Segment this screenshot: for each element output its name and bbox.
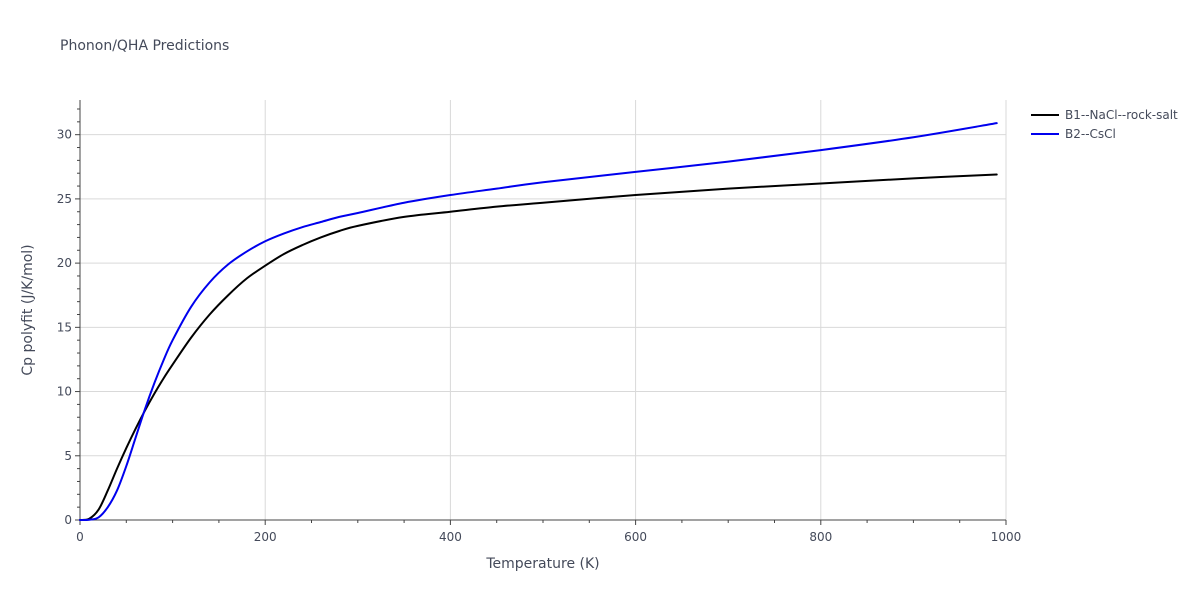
y-tick-label: 20 [57,256,72,270]
y-axis-title: Cp polyfit (J/K/mol) [20,244,36,375]
axes: 0 200 400 600 800 1000 0 5 10 15 20 25 30 [57,100,1022,544]
x-tick-label: 600 [624,530,647,544]
legend-label-2: B2--CsCl [1065,127,1116,141]
x-tick-label: 0 [76,530,84,544]
series-group [79,122,998,522]
grid [80,100,1007,520]
x-tick-label: 400 [439,530,462,544]
y-tick-label: 5 [64,449,72,463]
y-tick-label: 15 [57,320,72,334]
series-line-2 [79,122,998,522]
y-tick-label: 25 [57,192,72,206]
y-tick-label: 10 [57,385,72,399]
x-tick-label: 1000 [991,530,1022,544]
x-tick-label: 200 [254,530,277,544]
series-line-1 [79,173,998,521]
legend: B1--NaCl--rock-salt B2--CsCl [1031,108,1178,141]
y-tick-label: 0 [64,513,72,527]
x-tick-label: 800 [809,530,832,544]
legend-label-1: B1--NaCl--rock-salt [1065,108,1178,122]
x-axis-title: Temperature (K) [485,556,599,572]
y-tick-label: 30 [57,128,72,142]
chart-title: Phonon/QHA Predictions [60,38,229,54]
